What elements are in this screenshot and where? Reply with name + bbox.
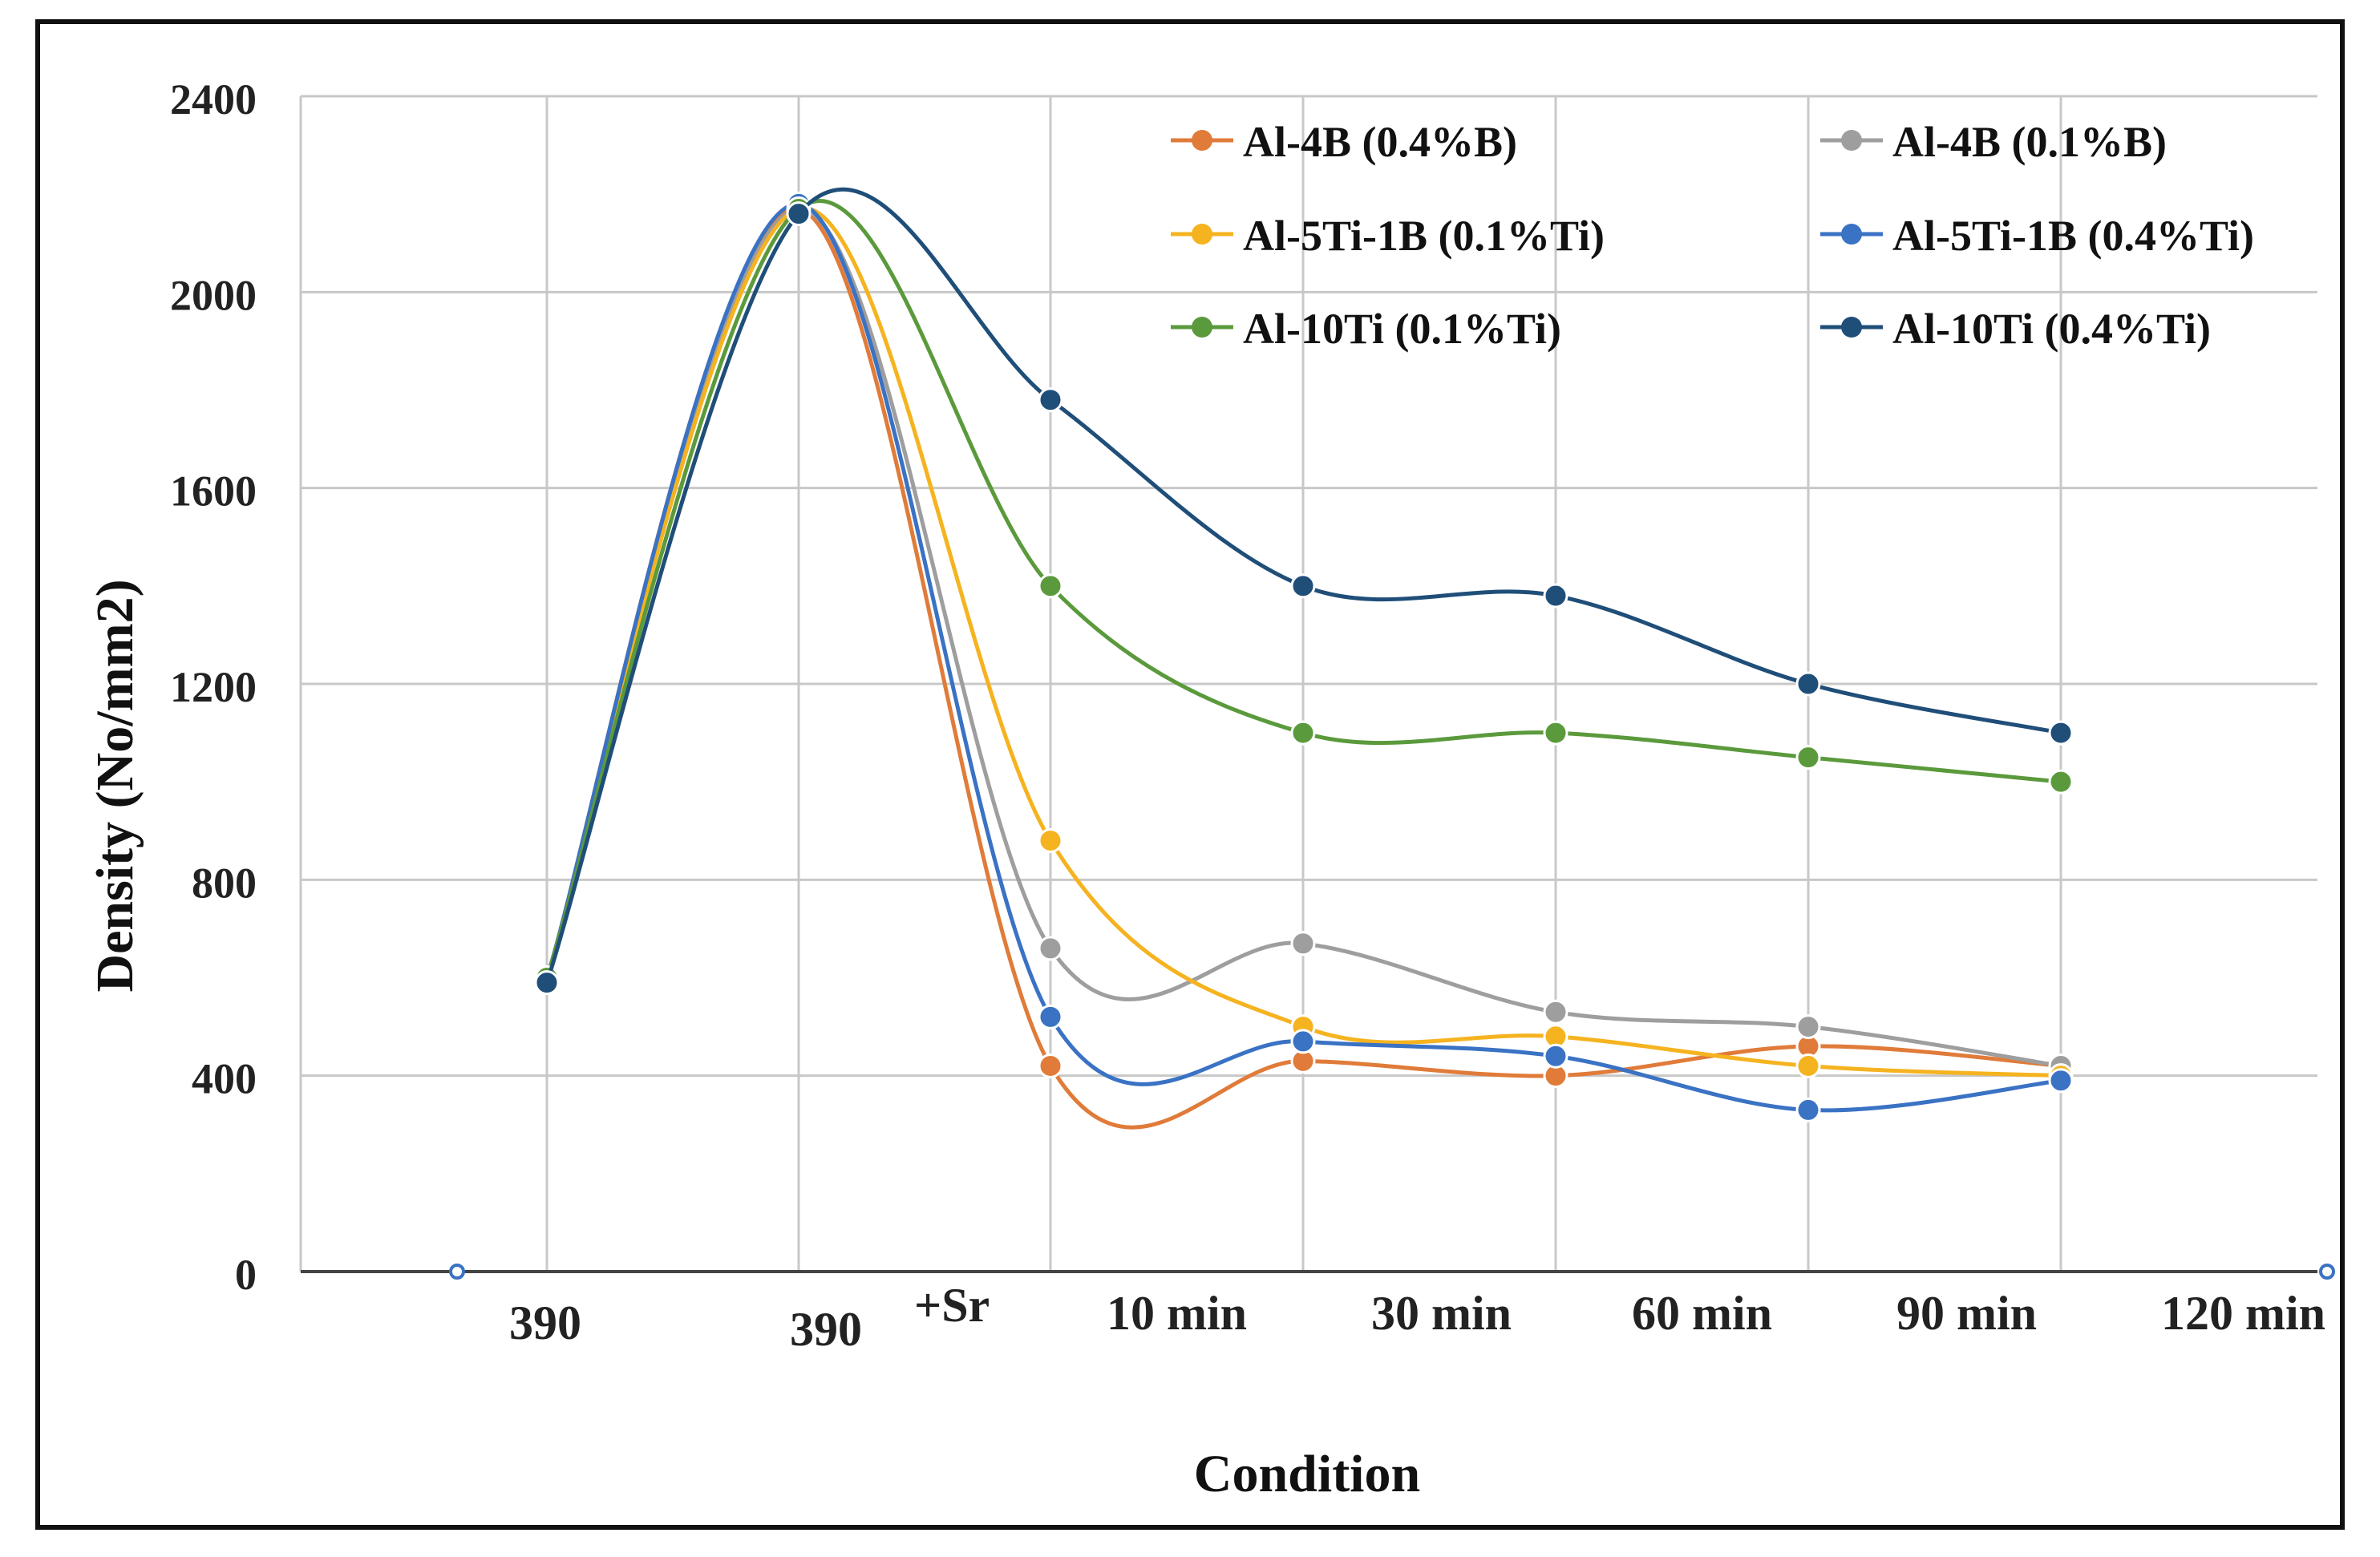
data-point <box>1038 827 1063 853</box>
x-tick-label: 10 min <box>1107 1287 1247 1340</box>
data-point <box>1795 745 1821 770</box>
legend: Al-4B (0.4%B) Al-4B (0.1%B) Al-5Ti-1B (0.1… <box>1171 118 2254 353</box>
x-tick-label: 90 min <box>1896 1287 2037 1340</box>
grid <box>301 95 2317 1272</box>
legend-item: Al-4B (0.1%B) <box>1820 118 2167 166</box>
data-point <box>1038 573 1063 599</box>
series-line <box>544 199 2062 979</box>
data-point <box>1038 1053 1063 1078</box>
data-point <box>1795 1097 1821 1122</box>
x-tick-label: 120 min <box>2161 1287 2325 1340</box>
legend-label: Al-5Ti-1B (0.1%Ti) <box>1243 212 1605 260</box>
x-tick-label: 60 min <box>1632 1287 1772 1340</box>
data-point <box>1038 1004 1063 1029</box>
legend-item: Al-10Ti (0.1%Ti) <box>1171 305 1561 353</box>
data-point <box>1290 1029 1316 1054</box>
data-point <box>1038 936 1063 961</box>
y-tick-label: 400 <box>192 1055 257 1103</box>
data-point <box>2048 1068 2074 1094</box>
legend-swatch-marker <box>1192 317 1212 338</box>
y-tick-labels: 0 400 800 1200 1600 2000 2400 <box>170 75 257 1299</box>
series-al-10ti-0-4-ti- <box>534 188 2074 996</box>
x-tick-label: 30 min <box>1371 1287 1512 1340</box>
data-point <box>1795 1014 1821 1040</box>
y-tick-label: 800 <box>192 859 257 907</box>
data-point <box>1543 720 1568 746</box>
data-point <box>1543 1043 1568 1069</box>
data-point <box>1543 999 1568 1025</box>
legend-swatch-marker <box>1841 317 1862 338</box>
y-tick-label: 2000 <box>170 271 257 319</box>
data-point <box>786 201 812 227</box>
data-point <box>1290 573 1316 599</box>
legend-label: Al-5Ti-1B (0.4%Ti) <box>1892 212 2254 260</box>
data-point <box>1038 387 1063 413</box>
y-tick-label: 1600 <box>170 467 257 516</box>
series-layer <box>534 188 2074 1130</box>
x-tick-labels: 390 390 +Sr 10 min 30 min 60 min 90 min 120 min <box>509 1279 2325 1356</box>
legend-label: Al-10Ti (0.1%Ti) <box>1243 305 1561 353</box>
data-point <box>1795 671 1821 697</box>
legend-item: Al-5Ti-1B (0.4%Ti) <box>1820 212 2254 260</box>
legend-item: Al-10Ti (0.4%Ti) <box>1820 305 2211 353</box>
x-tick-label: 390 <box>509 1296 581 1349</box>
x-axis-start-marker <box>449 1264 465 1280</box>
series-line <box>544 201 2062 1113</box>
data-point <box>2048 769 2074 795</box>
series-line <box>544 206 2062 1078</box>
legend-item: Al-4B (0.4%B) <box>1171 118 1517 166</box>
axes <box>299 96 2335 1280</box>
legend-label: Al-4B (0.4%B) <box>1243 118 1517 166</box>
legend-swatch-marker <box>1841 224 1862 245</box>
data-point <box>1290 931 1316 956</box>
x-tick-label: +Sr <box>914 1279 990 1332</box>
y-tick-label: 2400 <box>170 75 257 123</box>
series-line <box>544 206 2062 1068</box>
data-point <box>1543 583 1568 609</box>
legend-swatch-marker <box>1192 224 1212 245</box>
legend-label: Al-4B (0.1%B) <box>1892 118 2167 166</box>
series-line <box>544 188 2062 984</box>
y-axis-title: Density (No/mm2) <box>86 579 144 992</box>
chart-frame: 0 400 800 1200 1600 2000 2400 390 390 +Sr 10 min 3… <box>35 19 2345 1530</box>
legend-swatch-marker <box>1841 130 1862 151</box>
legend-item: Al-5Ti-1B (0.1%Ti) <box>1171 212 1605 260</box>
data-point <box>1290 720 1316 746</box>
legend-label: Al-10Ti (0.4%Ti) <box>1892 305 2211 353</box>
x-axis-title: Condition <box>1194 1445 1420 1503</box>
x-tick-label: 390 <box>790 1303 862 1356</box>
legend-swatch-marker <box>1192 130 1212 151</box>
data-point <box>1795 1053 1821 1078</box>
data-point <box>2048 720 2074 746</box>
y-tick-label: 0 <box>235 1251 257 1299</box>
data-point <box>534 970 560 996</box>
x-axis-end-marker <box>2319 1264 2335 1280</box>
y-tick-label: 1200 <box>170 663 257 711</box>
